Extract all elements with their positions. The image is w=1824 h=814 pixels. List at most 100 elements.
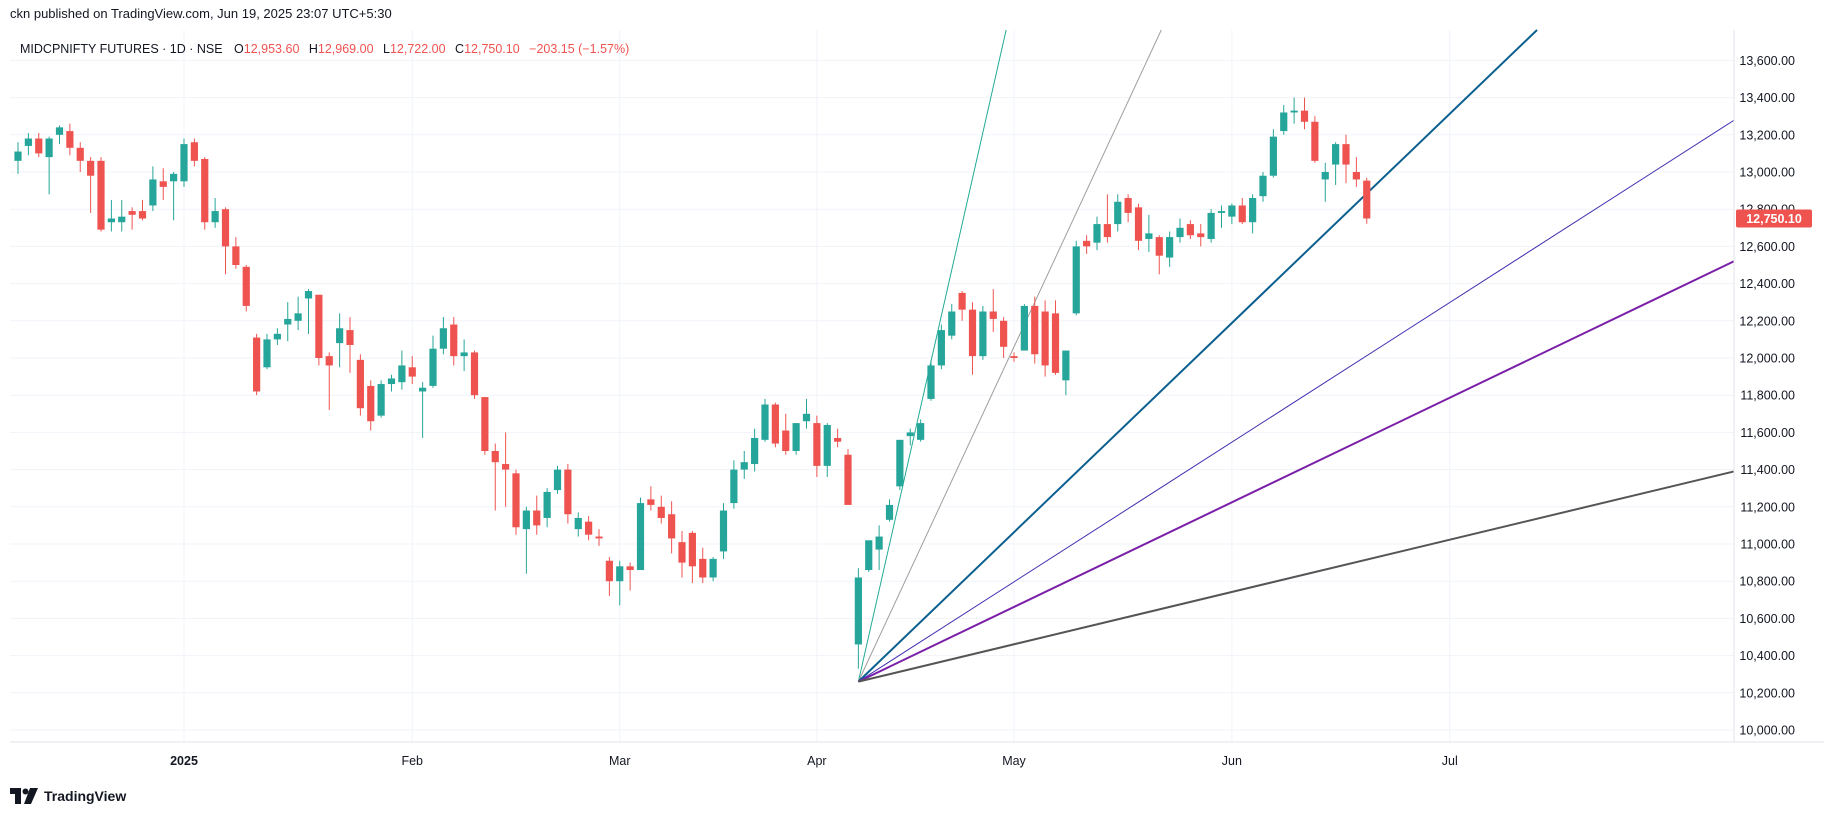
candle xyxy=(522,506,530,574)
candle-body xyxy=(1238,205,1246,223)
candle xyxy=(1352,157,1360,187)
candle-body xyxy=(232,246,240,265)
candle xyxy=(201,157,209,230)
candle xyxy=(356,354,364,416)
price-tick-label: 13,400.00 xyxy=(1739,91,1795,105)
candle xyxy=(948,304,956,340)
candle xyxy=(605,557,613,597)
candle xyxy=(128,207,136,230)
candle-body xyxy=(1041,311,1049,366)
candle-body xyxy=(709,558,717,578)
chart-grid xyxy=(10,30,1734,742)
candle xyxy=(585,516,593,541)
candle-body xyxy=(699,558,707,578)
candle xyxy=(491,443,499,511)
candle xyxy=(242,265,250,312)
candle-body xyxy=(387,378,396,385)
candle-body xyxy=(958,292,966,310)
candle-body xyxy=(1010,356,1018,358)
candle-body xyxy=(170,173,178,182)
last-price-label-bg xyxy=(1736,209,1812,228)
candle xyxy=(419,382,427,438)
candle-body xyxy=(605,560,613,582)
candle-body xyxy=(979,311,987,357)
candle xyxy=(387,374,396,392)
candle xyxy=(1000,317,1008,358)
candle xyxy=(782,413,790,455)
candle-body xyxy=(771,404,779,444)
candle-body xyxy=(502,464,510,470)
candle-body xyxy=(585,521,593,535)
candle-body xyxy=(253,337,261,392)
candle-body xyxy=(533,510,541,526)
candle xyxy=(346,317,354,373)
tradingview-brand: TradingView xyxy=(44,788,127,804)
candle xyxy=(336,313,344,368)
candle-body xyxy=(927,365,935,399)
fan-line[interactable] xyxy=(857,29,1162,682)
candle-body xyxy=(875,536,883,550)
candle xyxy=(844,449,852,505)
fan-line[interactable] xyxy=(858,470,1735,683)
price-tick-label: 10,400.00 xyxy=(1739,649,1795,663)
candle xyxy=(1051,300,1060,375)
candle-body xyxy=(657,506,665,518)
candle-body xyxy=(647,499,655,505)
candlestick-series xyxy=(14,97,1371,669)
candle-body xyxy=(14,151,22,161)
candle xyxy=(1249,194,1257,234)
candle-body xyxy=(968,309,977,357)
candle xyxy=(917,419,925,442)
candle xyxy=(958,291,966,321)
candle xyxy=(1269,129,1277,178)
candle-body xyxy=(294,313,302,321)
candle xyxy=(87,157,95,213)
candle-body xyxy=(553,469,562,491)
candle xyxy=(1197,224,1205,247)
candle-body xyxy=(1363,180,1371,219)
candle xyxy=(460,339,468,372)
candle-body xyxy=(740,462,748,470)
candle-body xyxy=(1083,240,1091,247)
gann-fan xyxy=(857,29,1735,683)
candle xyxy=(865,540,873,572)
candle-body xyxy=(844,454,852,505)
candle-body xyxy=(273,333,281,340)
legend-high-label: H xyxy=(309,42,318,56)
candle xyxy=(66,123,74,156)
candle-body xyxy=(221,209,230,247)
candle-body xyxy=(336,328,344,344)
legend-open: 12,953.60 xyxy=(244,42,300,56)
candle-body xyxy=(242,266,250,306)
candle-body xyxy=(377,384,385,416)
candle-body xyxy=(408,367,416,377)
candle-body xyxy=(616,566,624,582)
candle xyxy=(304,289,313,334)
candle xyxy=(470,350,479,399)
candle xyxy=(740,451,748,479)
candle-body xyxy=(263,339,271,368)
fan-line[interactable] xyxy=(857,29,1538,683)
fan-line[interactable] xyxy=(857,29,1007,682)
candle xyxy=(55,125,64,145)
tradingview-logo[interactable]: TradingView xyxy=(10,788,126,804)
candle-body xyxy=(1114,201,1122,225)
time-tick-label: Feb xyxy=(401,754,423,768)
time-tick-label: Jul xyxy=(1442,754,1458,768)
candle-body xyxy=(989,311,997,319)
time-tick-label: 2025 xyxy=(170,754,198,768)
candle-body xyxy=(419,387,427,392)
candle-body xyxy=(439,328,447,349)
candle xyxy=(180,138,188,187)
candle-body xyxy=(159,181,167,187)
candle xyxy=(626,562,634,591)
candle-body xyxy=(885,504,894,520)
price-tick-label: 12,400.00 xyxy=(1739,277,1795,291)
candle xyxy=(1083,235,1091,254)
candle-body xyxy=(470,352,479,396)
candle xyxy=(854,568,862,669)
price-tick-label: 12,200.00 xyxy=(1739,314,1795,328)
fan-line[interactable] xyxy=(857,260,1735,683)
fan-line[interactable] xyxy=(858,119,1735,683)
